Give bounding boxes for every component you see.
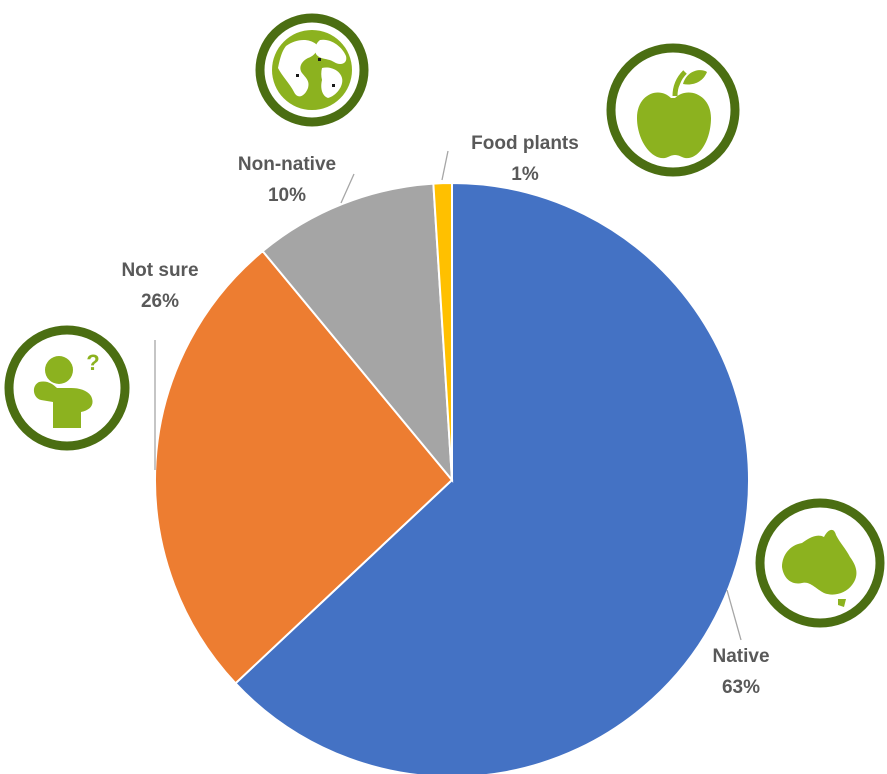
data-label-not-sure-pct: 26% [141,291,179,312]
pie-slice-native [234,181,750,774]
pie-slices [154,181,750,774]
globe-icon [255,13,369,127]
data-label-native-name: Native [712,646,769,667]
data-label-non-native-name: Non-native [238,154,336,175]
data-label-non-native-pct: 10% [268,185,306,206]
data-label-food-plants-name: Food plants [471,133,579,154]
apple-icon [606,43,740,177]
pie-slice-food-plants [432,181,453,481]
svg-text:?: ? [86,350,99,375]
australia-map-icon [755,498,885,628]
pie-slice-non-native [261,182,454,484]
data-label-not-sure-name: Not sure [121,260,198,281]
leader-line-non-native [340,173,355,204]
data-label-food-plants-pct: 1% [511,164,539,185]
thinking-person-icon: ? [4,325,130,451]
leader-line-native [726,589,742,641]
data-label-native-pct: 63% [722,677,760,698]
leader-line-food-plants [441,150,449,181]
